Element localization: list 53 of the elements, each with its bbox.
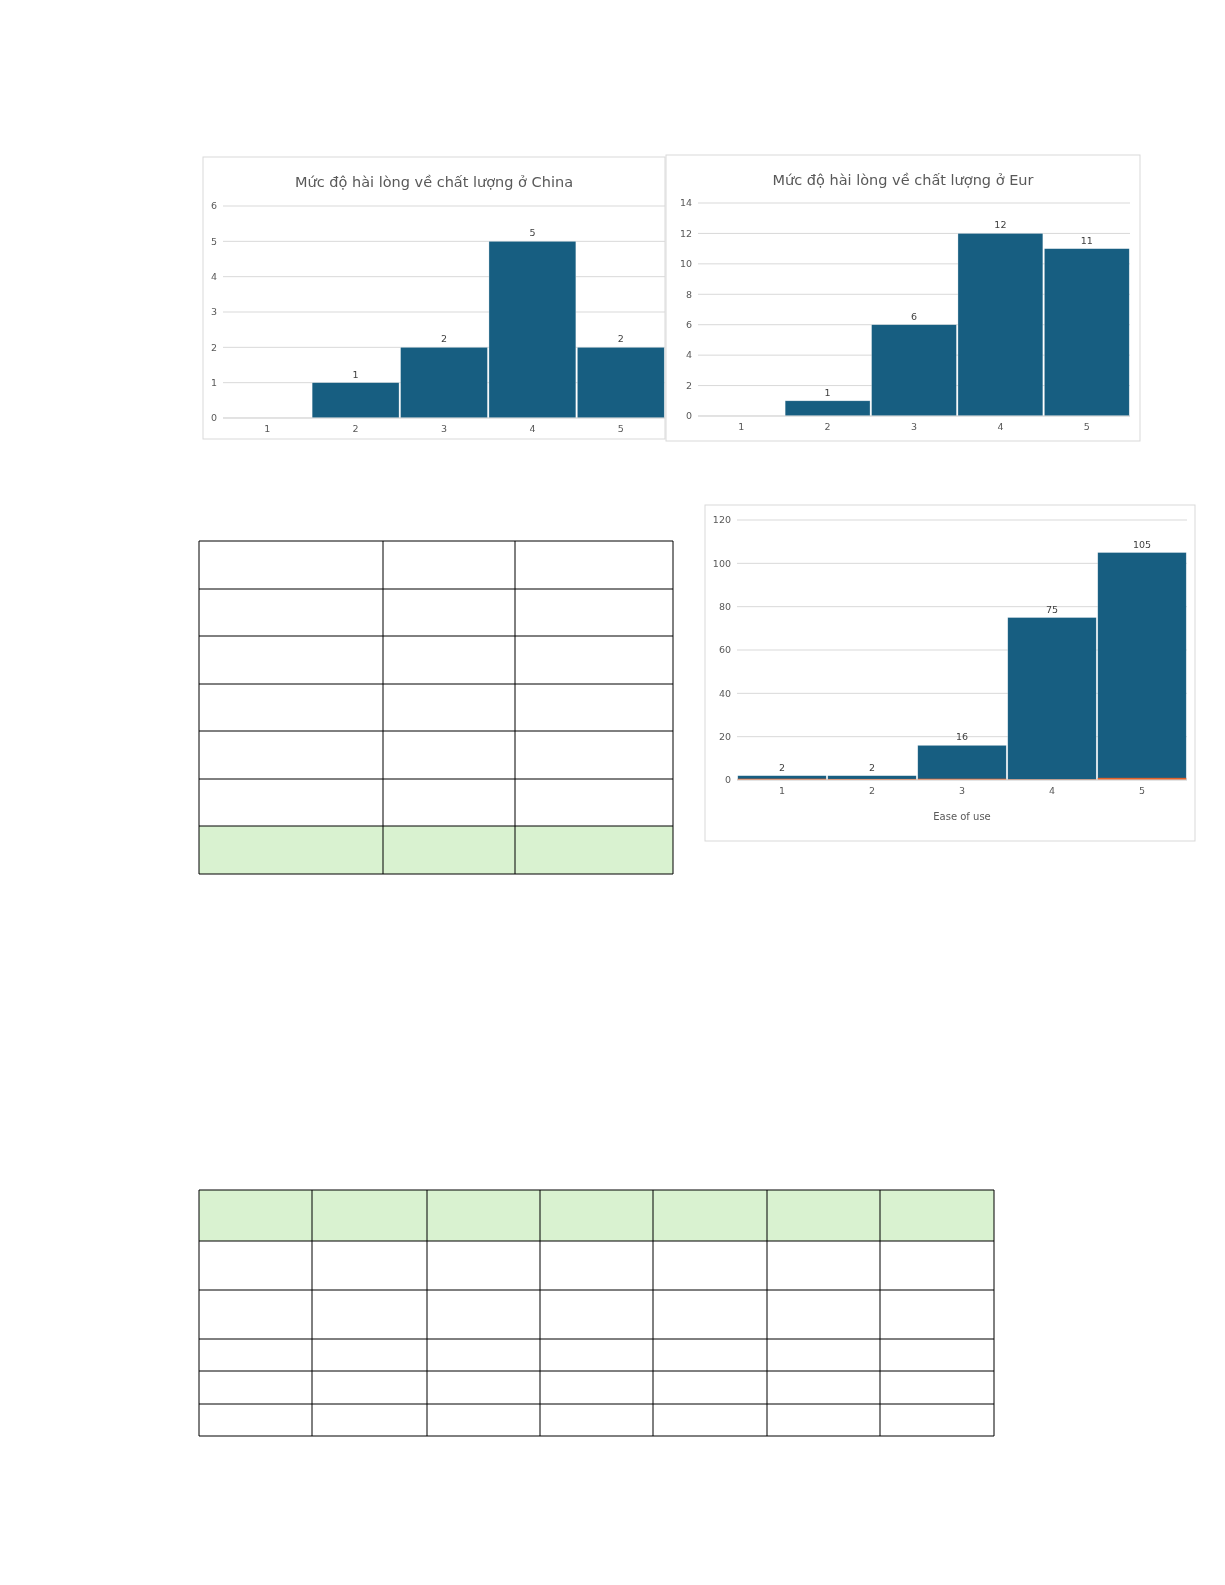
y-tick-label: 20: [718, 730, 731, 742]
y-tick-label: 6: [210, 200, 217, 212]
y-tick-label: 4: [210, 270, 217, 282]
x-tick-label: 5: [617, 423, 624, 434]
x-tick-label: 2: [352, 423, 359, 434]
data-label: 5: [529, 227, 536, 239]
x-tick-label: 2: [824, 421, 831, 432]
x-tick-label: 4: [997, 421, 1004, 432]
data-label: 1: [824, 386, 831, 398]
y-tick-label: 2: [685, 379, 692, 391]
x-tick-label: 4: [1048, 785, 1056, 796]
x-axis-title: Ease of use: [933, 811, 991, 822]
y-tick-label: 8: [685, 288, 692, 300]
y-tick-label: 12: [679, 227, 692, 239]
x-tick-label: 3: [440, 423, 448, 434]
y-tick-label: 0: [724, 774, 731, 786]
data-label: 75: [1045, 603, 1059, 615]
y-tick-label: 0: [685, 410, 692, 422]
data-label: 2: [868, 761, 876, 773]
y-tick-label: 0: [210, 412, 217, 424]
y-tick-label: 10: [679, 258, 692, 270]
y-tick-label: 60: [718, 644, 731, 656]
data-label: 1: [352, 368, 359, 380]
data-label: 12: [994, 219, 1007, 231]
y-tick-label: 40: [718, 687, 731, 699]
data-label: 2: [778, 761, 786, 773]
y-tick-label: 120: [712, 514, 731, 526]
data-label: 16: [955, 731, 969, 743]
data-label: 11: [1080, 234, 1093, 246]
y-tick-label: 4: [685, 349, 692, 361]
y-tick-label: 5: [210, 235, 217, 247]
x-tick-label: 5: [1083, 421, 1090, 432]
x-tick-label: 1: [778, 785, 786, 796]
y-tick-label: 100: [712, 557, 731, 569]
y-tick-label: 80: [718, 600, 731, 612]
x-tick-label: 1: [738, 421, 745, 432]
chart-title: Mức độ hài lòng về chất lượng ở China: [294, 174, 574, 190]
y-tick-label: 1: [210, 376, 217, 388]
x-tick-label: 4: [529, 423, 536, 434]
data-label: 2: [617, 333, 624, 345]
data-label: 105: [1132, 538, 1152, 550]
x-tick-label: 3: [958, 785, 966, 796]
y-tick-label: 3: [210, 306, 217, 318]
y-tick-label: 2: [210, 341, 217, 353]
x-tick-label: 1: [264, 423, 271, 434]
x-tick-label: 5: [1138, 785, 1146, 796]
y-tick-label: 6: [685, 319, 692, 331]
x-tick-label: 2: [868, 785, 876, 796]
data-label: 2: [440, 333, 448, 345]
y-tick-label: 14: [679, 197, 692, 209]
x-tick-label: 3: [910, 421, 918, 432]
data-label: 6: [910, 310, 918, 322]
chart-title: Mức độ hài lòng về chất lượng ở Eur: [772, 172, 1034, 188]
